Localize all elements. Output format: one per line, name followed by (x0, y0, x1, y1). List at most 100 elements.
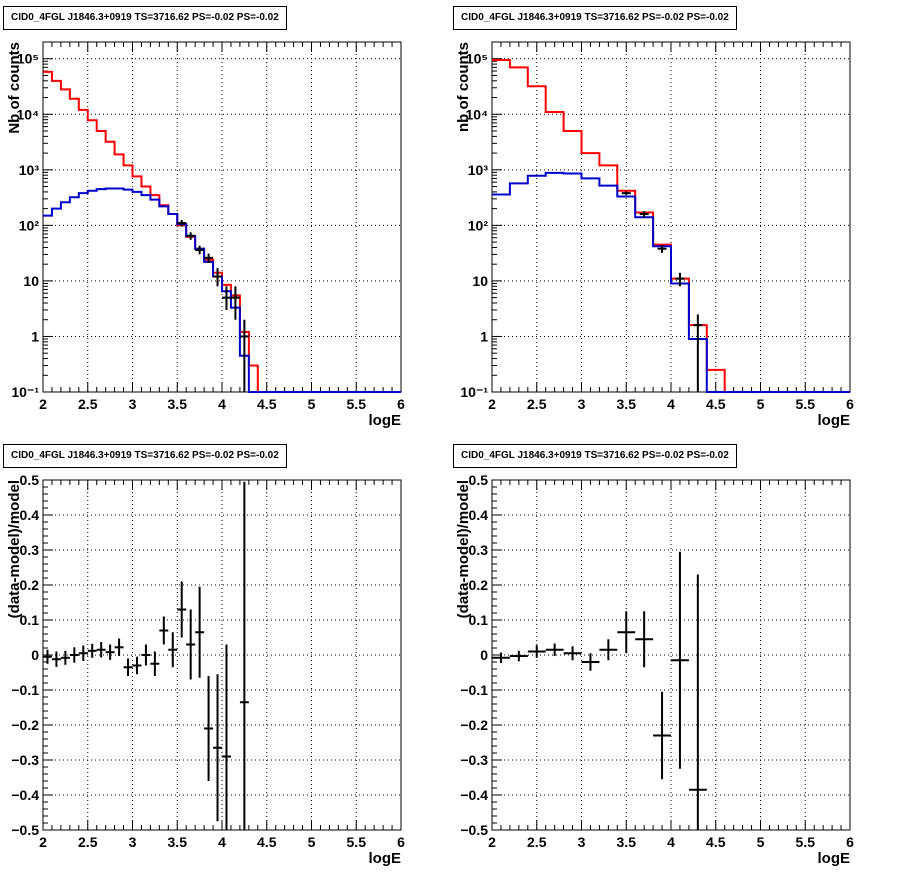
x-tick-label: 2.5 (78, 396, 98, 412)
data-point (545, 643, 564, 657)
data-point (621, 191, 631, 196)
plot-title: CID0_4FGL J1846.3+0919 TS=3716.62 PS=-0.… (3, 6, 287, 30)
x-tick-label: 2.5 (78, 834, 98, 850)
data-point (150, 651, 160, 676)
x-axis-label: logE (818, 850, 851, 867)
data-points (492, 551, 707, 830)
y-tick-label: −0.4 (11, 787, 39, 803)
y-axis-label: (data-model)/model (455, 480, 472, 618)
data-point (213, 674, 222, 822)
data-point (96, 642, 106, 658)
x-tick-label: 5 (757, 396, 765, 412)
data-point (509, 650, 528, 662)
y-tick-label: 10⁵ (466, 51, 488, 67)
x-tick-label: 4 (218, 396, 226, 412)
y-axis-label: nb of counts (455, 42, 472, 132)
plot-title: CID0_4FGL J1846.3+0919 TS=3716.62 PS=-0.… (3, 444, 287, 468)
x-tick-label: 2 (488, 396, 496, 412)
x-tick-label: 5.5 (796, 834, 816, 850)
x-tick-label: 5.5 (347, 834, 367, 850)
data-point (693, 314, 703, 392)
y-tick-label: 10² (468, 217, 489, 233)
y-tick-label: −0.5 (460, 822, 488, 838)
data-point (43, 649, 52, 664)
data-points (621, 191, 703, 392)
x-tick-label: 2.5 (527, 396, 547, 412)
x-tick-label: 4.5 (706, 834, 726, 850)
x-tick-label: 6 (846, 396, 854, 412)
x-tick-label: 4.5 (257, 834, 277, 850)
data-point (105, 644, 115, 660)
y-tick-label: −0.5 (11, 822, 39, 838)
x-tick-label: 3.5 (168, 396, 188, 412)
x-tick-label: 4 (667, 834, 675, 850)
data-point (492, 652, 510, 664)
x-tick-label: 3 (129, 396, 137, 412)
x-tick-label: 6 (846, 834, 854, 850)
data-points (177, 219, 249, 392)
x-tick-label: 2 (39, 834, 47, 850)
y-tick-label: −0.2 (11, 717, 39, 733)
y-tick-label: −0.4 (460, 787, 488, 803)
data-point (222, 644, 231, 830)
plot-bottom-left: 2 2.5 3 3.5 4 4.5 5 5.5 6 −0.5 −0.4 −0.3 −0.2 −0.1 0 0.… (6, 472, 405, 867)
data-point (195, 586, 205, 678)
x-tick-label: 3.5 (617, 396, 637, 412)
plot-title: CID0_4FGL J1846.3+0919 TS=3716.62 PS=-0.… (453, 6, 737, 30)
y-tick-label: 10⁴ (466, 106, 489, 122)
data-point (599, 639, 618, 661)
x-tick-label: 5 (757, 834, 765, 850)
x-tick-label: 2 (39, 396, 47, 412)
data-point (204, 253, 214, 264)
data-point (527, 645, 546, 658)
data-point (132, 656, 142, 675)
data-point (69, 647, 79, 663)
data-point (204, 676, 214, 781)
data-point (186, 232, 196, 240)
x-tick-label: 4 (218, 834, 226, 850)
data-point (657, 245, 667, 253)
y-axis-label: (data-model)/model (6, 480, 23, 618)
y-tick-label: 1 (31, 328, 39, 344)
x-axis-label: logE (369, 850, 402, 867)
plot-title: CID0_4FGL J1846.3+0919 TS=3716.62 PS=-0.… (453, 444, 737, 468)
data-point (635, 611, 654, 668)
x-tick-label: 5 (308, 834, 316, 850)
data-points (43, 481, 249, 830)
y-tick-label: 10⁵ (17, 51, 39, 67)
y-tick-label: 0.1 (469, 612, 489, 628)
data-point (60, 650, 70, 665)
data-point (222, 286, 231, 310)
x-tick-label: 4.5 (257, 396, 277, 412)
y-tick-label: 10² (19, 217, 40, 233)
y-tick-label: 10⁴ (17, 106, 40, 122)
y-tick-label: 10 (23, 273, 39, 289)
x-tick-label: 5.5 (796, 396, 816, 412)
y-tick-label: 0.4 (469, 507, 489, 523)
model-histogram (43, 70, 401, 393)
y-tick-label: 0.5 (20, 472, 40, 488)
data-point (639, 211, 649, 218)
plot-bottom-right: 2 2.5 3 3.5 4 4.5 5 5.5 6 −0.5 −0.4 −0.3 −0.2 −0.1 0 0.… (455, 472, 854, 867)
data-point (213, 268, 222, 287)
x-tick-label: 3 (578, 396, 586, 412)
data-point (186, 609, 196, 680)
data-point (78, 645, 88, 661)
x-tick-label: 3.5 (617, 834, 637, 850)
x-tick-label: 6 (397, 396, 405, 412)
y-tick-label: 0.1 (20, 612, 40, 628)
x-axis-label: logE (818, 412, 851, 429)
component-histogram (43, 187, 401, 393)
data-point (141, 644, 151, 666)
x-tick-label: 3.5 (168, 834, 188, 850)
data-point (653, 691, 671, 780)
y-tick-label: 0 (31, 647, 39, 663)
plot-top-left: 2 2.5 3 3.5 4 4.5 5 5.5 6 10⁻¹ 1 10 10² 10³ 10⁴ 10⁵ logE… (6, 41, 405, 429)
y-tick-label: 0.2 (20, 577, 40, 593)
y-tick-label: 10³ (19, 162, 40, 178)
data-point (617, 611, 636, 654)
y-axis-label: Nb of counts (6, 42, 23, 134)
y-tick-label: 0 (480, 647, 488, 663)
x-tick-label: 4.5 (706, 396, 726, 412)
